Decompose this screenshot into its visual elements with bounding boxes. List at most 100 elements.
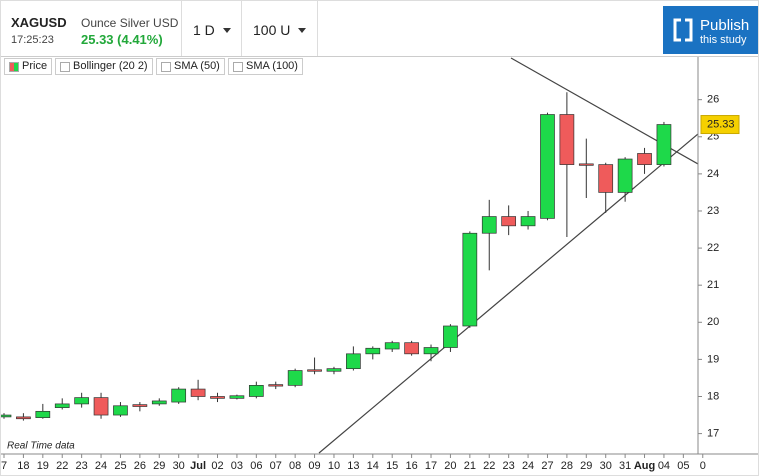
x-tick-label: 04 [658,460,670,472]
candle-body [656,124,672,165]
candle-body [617,158,633,193]
x-tick-label: Aug [634,460,655,472]
candle-body [501,216,517,227]
publish-button[interactable]: Publish this study [663,6,758,54]
legend-label: SMA (50) [174,60,220,72]
plot-area [1,57,698,454]
x-tick-label: 07 [270,460,282,472]
candle-body [404,342,419,355]
candle-body [248,385,264,397]
candle-body [151,400,167,405]
candle-body [132,404,148,407]
x-tick-label: 23 [76,460,88,472]
legend-item[interactable]: SMA (50) [156,58,225,75]
y-tick-label: 23 [707,205,719,217]
x-tick-label: 09 [308,460,320,472]
legend-label: Bollinger (20 2) [73,60,148,72]
x-tick-label: Jul [190,460,206,472]
x-tick-label: 29 [580,460,592,472]
x-tick-label: 22 [56,460,68,472]
candle-body [210,396,225,399]
candle-body [190,388,206,397]
chart: Real Time data 17 18 19 20 21 22 23 24 25 26 7 18 19… [1,57,758,472]
divider [317,1,318,56]
candle-body [171,388,187,403]
legend-item[interactable]: Price [4,58,53,75]
range-button[interactable]: 100 U [253,22,291,38]
divider [241,1,242,56]
x-tick-label: 15 [386,460,398,472]
description: Ounce Silver USD [81,16,179,30]
candle-body [93,397,109,416]
last-price-tag [700,115,740,135]
candle-body [346,353,361,370]
footer-note: Real Time data [7,441,75,452]
x-tick-label: 19 [37,460,49,472]
candle-body [540,114,555,219]
x-tick-label: 21 [464,460,476,472]
publish-icon [673,18,693,42]
x-tick-label: 13 [347,460,359,472]
x-tick-label: 30 [600,460,612,472]
candle-body [1,414,12,418]
x-tick-label: 26 [134,460,146,472]
x-tick-label: 16 [405,460,417,472]
legend-item[interactable]: SMA (100) [228,58,303,75]
y-tick-label: 26 [707,94,719,106]
caret [298,28,306,33]
candle-body [462,232,478,327]
trend-line [318,133,698,454]
x-tick-label: 24 [522,460,534,472]
x-tick-label: 02 [211,460,223,472]
candle-body [578,163,594,166]
x-tick-label: 27 [541,460,553,472]
candle-body [113,405,128,416]
candle-body [481,216,497,234]
legend-label: Price [22,60,48,72]
interval-button[interactable]: 1 D [193,22,215,38]
candle-body [268,384,284,387]
x-tick-label: 08 [289,460,301,472]
symbol: XAGUSD [11,15,67,30]
y-tick-label: 19 [707,353,719,365]
candle-body [559,114,575,165]
y-tick-label: 17 [707,427,719,439]
legend-swatch [161,62,171,72]
toolbar: XAGUSD Ounce Silver USD 17:25:23 25.33 (… [1,1,758,57]
y-tick-label: 24 [707,168,719,180]
publish-label: Publish [700,17,750,34]
publish-sublabel: this study [700,34,747,46]
candle-body [54,403,70,408]
x-tick-label: 14 [367,460,379,472]
x-tick-label: 10 [328,460,340,472]
x-tick-label: 03 [231,460,243,472]
candle-body [307,369,322,372]
candle-body [637,153,652,165]
y-tick-label: 21 [707,279,719,291]
candle-body [16,416,31,420]
x-tick-label: 0 [700,460,706,472]
x-tick-label: 23 [503,460,515,472]
x-tick-label: 05 [677,460,689,472]
x-tick-label: 28 [561,460,573,472]
y-tick-label: 22 [707,242,719,254]
x-tick-label: 20 [444,460,456,472]
divider [181,1,182,56]
x-tick-label: 06 [250,460,262,472]
x-tick-label: 30 [173,460,185,472]
x-tick-label: 7 [1,460,7,472]
candle-body [598,164,614,193]
last-price-label: 25.33 [707,118,735,130]
legend-label: SMA (100) [246,60,298,72]
legend-swatch [9,62,19,72]
candle-body [443,325,458,348]
candle-body [326,368,342,372]
legend-item[interactable]: Bollinger (20 2) [55,58,153,75]
y-tick-label: 18 [707,390,719,402]
legend-swatch [60,62,70,72]
y-tick-label: 20 [707,316,719,328]
x-tick-label: 25 [114,460,126,472]
candle-body [520,216,536,227]
legend-swatch [233,62,243,72]
